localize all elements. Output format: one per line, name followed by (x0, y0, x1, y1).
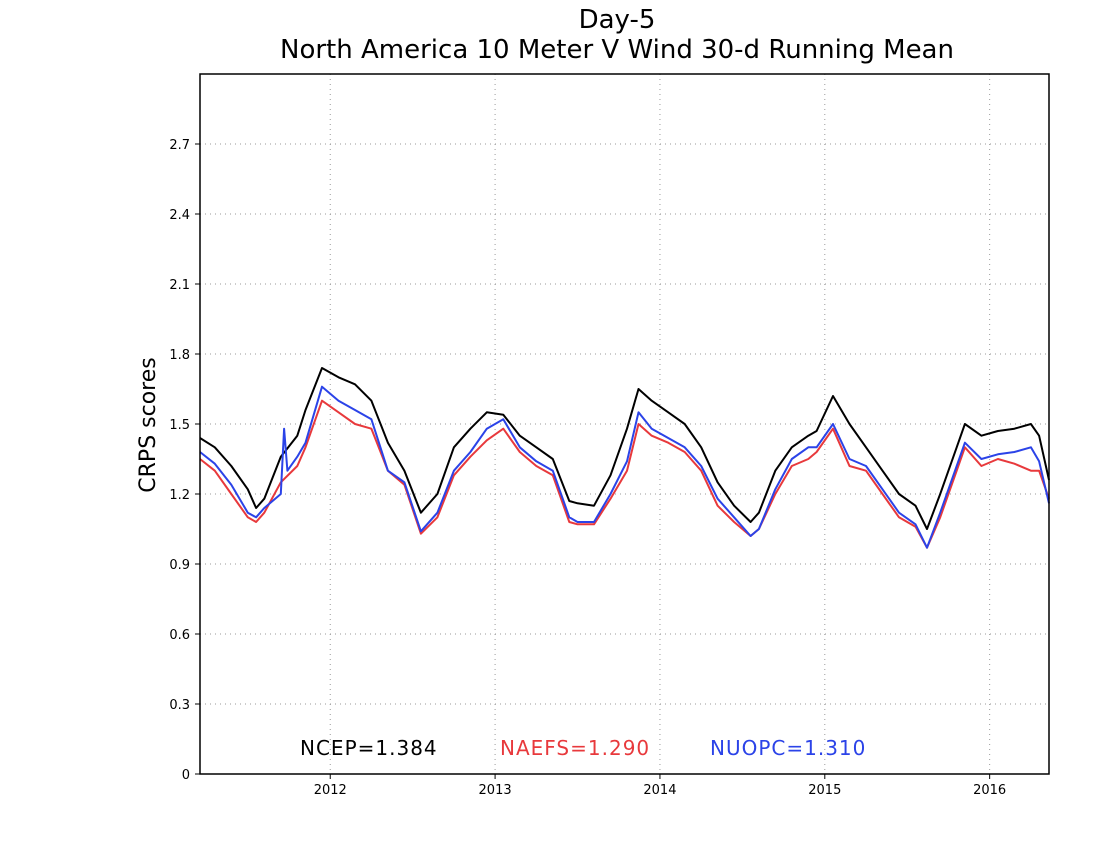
series-line-ncep (199, 367, 1050, 530)
plot-frame (199, 73, 1050, 775)
axes: 0 0.3 0.6 0.9 1.2 1.5 1.8 2.1 2.4 2.7 2012 2013 2014… (169, 138, 1006, 798)
legend: NCEP=1.384 NAEFS=1.290 NUOPC=1.310 (300, 736, 866, 760)
x-tick-label: 2016 (973, 783, 1006, 798)
chart-title: Day-5 (579, 5, 656, 35)
series-group (199, 367, 1050, 549)
y-tick-label: 0.9 (169, 558, 190, 573)
y-tick-label: 2.4 (169, 208, 190, 223)
y-tick-label: 1.8 (169, 348, 190, 363)
legend-naefs: NAEFS=1.290 (500, 736, 650, 760)
x-tick-label: 2012 (314, 783, 347, 798)
y-tick-label: 0.3 (169, 698, 190, 713)
x-tick-label: 2014 (643, 783, 676, 798)
series-line-naefs (199, 399, 1050, 549)
x-tick-label: 2013 (479, 783, 512, 798)
y-tick-label: 2.7 (169, 138, 190, 153)
legend-ncep: NCEP=1.384 (300, 736, 438, 760)
series-line-nuopc (199, 385, 1050, 549)
y-axis-label: CRPS scores (136, 357, 161, 492)
y-tick-label: 1.2 (169, 488, 190, 503)
legend-nuopc: NUOPC=1.310 (710, 736, 866, 760)
grid (200, 74, 1049, 774)
y-tick-label: 1.5 (169, 418, 190, 433)
y-tick-label: 0.6 (169, 628, 190, 643)
chart-subtitle: North America 10 Meter V Wind 30-d Runni… (280, 35, 954, 65)
y-tick-label: 2.1 (169, 278, 190, 293)
x-tick-label: 2015 (808, 783, 841, 798)
y-tick-label: 0 (182, 768, 190, 783)
